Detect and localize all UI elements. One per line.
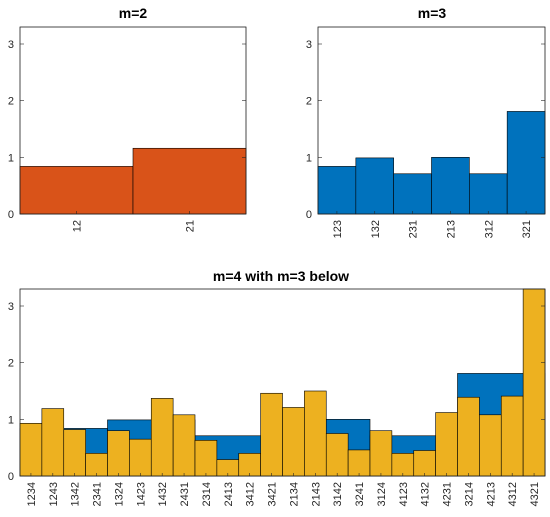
chart-title-m3: m=3 xyxy=(418,5,447,21)
chart-3: 0 1 2 3 1234 1243 1342 2341 1324 1423 1432 2431 2314… xyxy=(8,288,546,506)
bar xyxy=(457,396,480,477)
x-tick-label: 3412 xyxy=(245,482,257,506)
bar xyxy=(391,453,415,477)
bar xyxy=(260,392,283,477)
y-tick-label: 0 xyxy=(8,471,14,483)
x-tick-label: 2431 xyxy=(179,482,191,506)
axis-frame xyxy=(19,26,247,215)
bar xyxy=(413,450,436,477)
x-tick-label: 2341 xyxy=(92,482,104,506)
bar xyxy=(506,111,546,215)
x-tick-label: 3142 xyxy=(332,482,344,506)
y-tick-label: 3 xyxy=(8,301,14,313)
x-tick-label: 21 xyxy=(185,220,197,232)
bar xyxy=(19,166,134,215)
y-tick-label: 1 xyxy=(306,152,312,164)
bar xyxy=(522,288,546,477)
x-tick-label: 3124 xyxy=(376,482,388,506)
y-tick-label: 2 xyxy=(306,96,312,108)
x-tick-label: 231 xyxy=(408,220,420,238)
y-tick-label: 3 xyxy=(8,39,14,51)
bar xyxy=(282,407,305,477)
bar xyxy=(469,173,508,215)
x-tick-label: 4321 xyxy=(529,482,541,506)
bar xyxy=(435,412,458,477)
x-tick-label: 4132 xyxy=(420,482,432,506)
x-tick-label: 2143 xyxy=(310,482,322,506)
x-tick-label: 4312 xyxy=(507,482,519,506)
bar xyxy=(41,408,65,477)
chart-title-m2: m=2 xyxy=(119,5,148,21)
x-tick-label: 2314 xyxy=(201,482,213,506)
x-tick-label: 132 xyxy=(370,220,382,238)
x-tick-label: 2413 xyxy=(223,482,235,506)
bar xyxy=(347,449,371,477)
bar xyxy=(431,157,470,215)
bar xyxy=(132,147,247,215)
y-tick-label: 1 xyxy=(8,414,14,426)
bar xyxy=(63,429,86,477)
x-tick-label: 1324 xyxy=(113,482,125,506)
bar xyxy=(238,453,261,477)
bar xyxy=(317,166,357,215)
x-tick-label: 2134 xyxy=(288,482,300,506)
x-tick-label: 4123 xyxy=(398,482,410,506)
x-tick-label: 4213 xyxy=(485,482,497,506)
axis-frame xyxy=(317,26,546,215)
x-tick-label: 312 xyxy=(483,220,495,238)
x-tick-label: 1432 xyxy=(157,482,169,506)
bar xyxy=(304,390,327,477)
x-tick-label: 213 xyxy=(445,220,457,238)
y-tick-label: 2 xyxy=(8,358,14,370)
x-tick-label: 1423 xyxy=(135,482,147,506)
x-tick-label: 3214 xyxy=(463,482,475,506)
bar xyxy=(194,439,218,477)
x-tick-label: 321 xyxy=(521,220,533,238)
x-tick-label: 123 xyxy=(332,220,344,238)
bar xyxy=(85,453,108,477)
bar xyxy=(325,433,349,477)
x-tick-label: 3241 xyxy=(354,482,366,506)
y-tick-label: 2 xyxy=(8,96,14,108)
bar xyxy=(500,395,524,477)
bar xyxy=(355,157,394,215)
chart-title-m4: m=4 with m=3 below xyxy=(213,268,349,284)
bar xyxy=(172,414,196,477)
y-tick-label: 0 xyxy=(8,209,14,221)
bar xyxy=(107,430,130,477)
bar xyxy=(393,173,432,215)
bar xyxy=(129,438,152,477)
y-tick-label: 0 xyxy=(306,209,312,221)
bar xyxy=(19,422,43,477)
bar xyxy=(479,414,502,477)
y-tick-label: 3 xyxy=(306,39,312,51)
y-tick-label: 1 xyxy=(8,152,14,164)
x-tick-label: 12 xyxy=(72,220,84,232)
bar xyxy=(150,398,174,477)
x-tick-label: 4231 xyxy=(442,482,454,506)
x-tick-label: 1243 xyxy=(48,482,60,506)
axis-frame xyxy=(19,288,546,477)
x-tick-label: 1234 xyxy=(26,482,38,506)
x-tick-label: 3421 xyxy=(267,482,279,506)
x-tick-label: 1342 xyxy=(70,482,82,506)
bar xyxy=(369,430,393,477)
